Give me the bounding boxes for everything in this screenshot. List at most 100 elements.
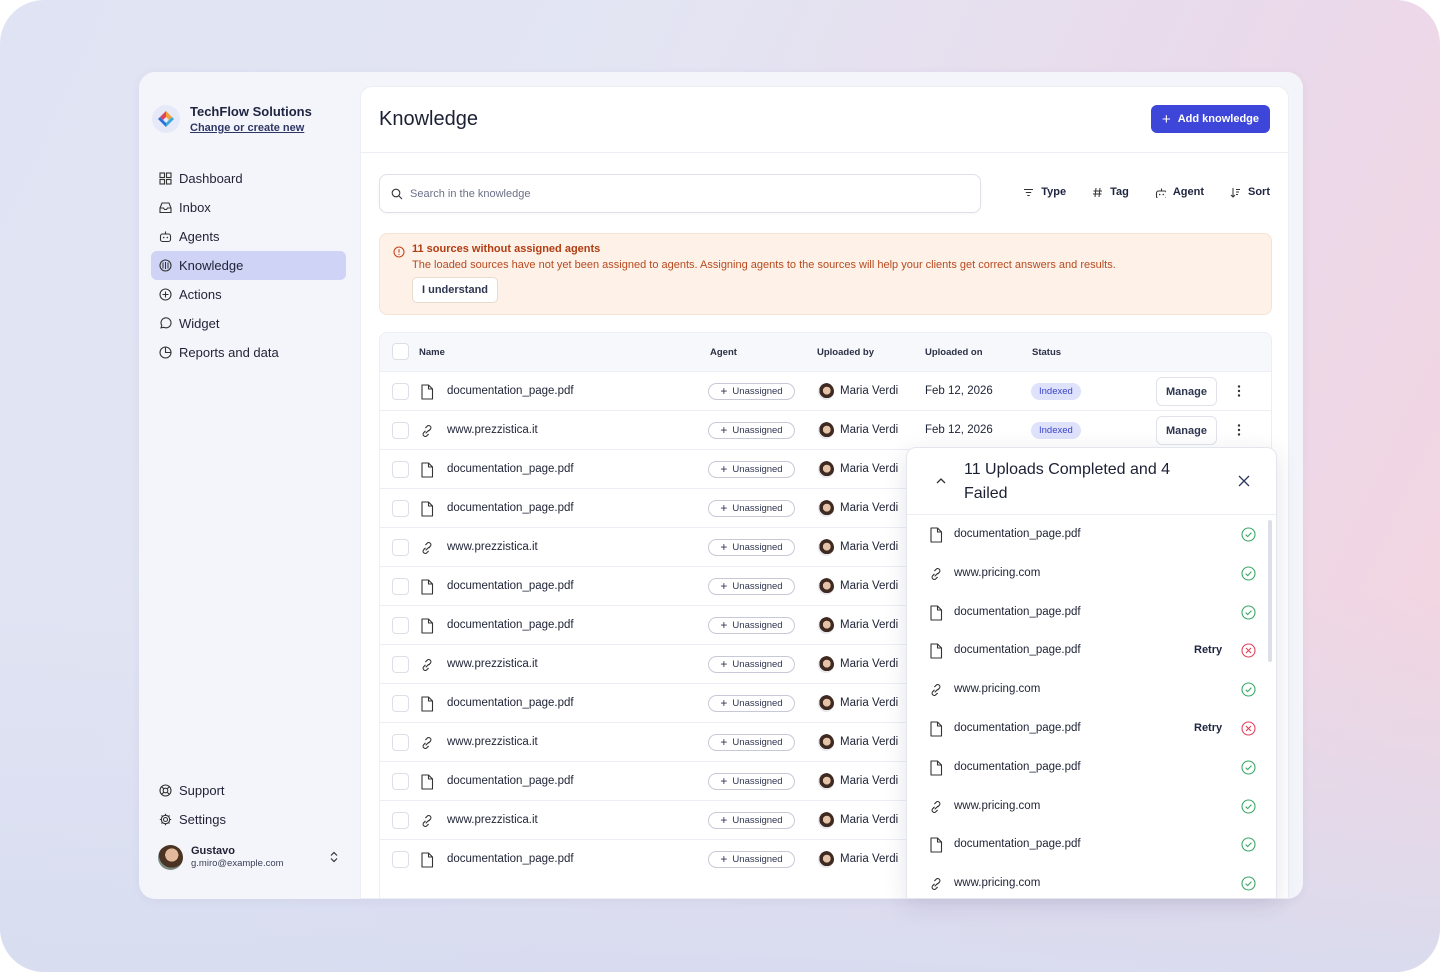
sidebar-item-knowledge[interactable]: Knowledge (151, 251, 346, 280)
filter-tag-button[interactable]: Tag (1092, 186, 1129, 198)
assign-agent-button[interactable]: + Unassigned (708, 383, 795, 400)
sidebar-item-label: Support (179, 783, 225, 798)
row-checkbox[interactable] (392, 695, 409, 712)
page-title: Knowledge (379, 108, 478, 130)
add-knowledge-label: Add knowledge (1177, 113, 1259, 125)
assign-agent-button[interactable]: + Unassigned (708, 500, 795, 517)
source-name: documentation_page.pdf (447, 853, 574, 865)
filter-icon (1024, 188, 1034, 196)
source-name: www.prezzistica.it (447, 814, 538, 826)
uploader-name: Maria Verdi (840, 385, 899, 397)
uploader-name: Maria Verdi (840, 502, 899, 514)
row-checkbox[interactable] (392, 500, 409, 517)
filter-type-button[interactable]: Type (1023, 186, 1066, 198)
add-knowledge-button[interactable]: + Add knowledge (1150, 105, 1270, 133)
plus-icon: + (720, 618, 728, 632)
filter-sort-button[interactable]: Sort (1230, 186, 1270, 198)
status-badge: Indexed (1031, 422, 1081, 439)
table-row[interactable]: documentation_page.pdf + Unassigned Maria V… (380, 449, 1271, 488)
assign-agent-button[interactable]: + Unassigned (708, 773, 795, 790)
uploader-name: Maria Verdi (840, 853, 899, 865)
more-options-icon[interactable] (1236, 384, 1242, 400)
file-icon (929, 527, 943, 543)
uploader-avatar (818, 461, 834, 478)
manage-button[interactable]: Manage (1156, 416, 1217, 445)
i-understand-button[interactable]: I understand (412, 277, 499, 303)
link-icon (929, 682, 943, 698)
assign-agent-button[interactable]: + Unassigned (708, 617, 795, 634)
chevron-up-icon[interactable] (935, 476, 947, 486)
search-input[interactable] (410, 187, 950, 200)
row-checkbox[interactable] (392, 539, 409, 556)
assign-agent-button[interactable]: + Unassigned (708, 734, 795, 751)
row-checkbox[interactable] (392, 773, 409, 790)
assign-agent-button[interactable]: + Unassigned (708, 461, 795, 478)
uploader-avatar (818, 617, 834, 634)
close-icon[interactable] (1238, 475, 1250, 487)
assign-agent-button[interactable]: + Unassigned (708, 812, 795, 829)
row-checkbox[interactable] (392, 422, 409, 439)
sidebar-item-label: Reports and data (179, 345, 279, 360)
filter-label: Type (1041, 186, 1067, 198)
uploads-panel: 11 Uploads Completed and 4 Failed docume… (906, 447, 1277, 899)
uploads-scrollbar[interactable] (1268, 520, 1272, 662)
table-row[interactable]: documentation_page.pdf + Unassigned Maria V… (380, 605, 1271, 644)
table-row[interactable]: documentation_page.pdf + Unassigned Maria V… (380, 488, 1271, 527)
assign-agent-button[interactable]: + Unassigned (708, 422, 795, 439)
source-name: documentation_page.pdf (447, 775, 574, 787)
upload-item: documentation_page.pdf (907, 593, 1276, 632)
sidebar-item-settings[interactable]: Settings (151, 805, 346, 834)
sidebar-nav: Dashboard Inbox Agents Knowledge Actions Widg… (151, 164, 346, 367)
table-row[interactable]: documentation_page.pdf + Unassigned Maria V… (380, 683, 1271, 722)
table-row[interactable]: www.prezzistica.it + Unassigned Maria Verdi (380, 644, 1271, 683)
chevron-up-down-icon[interactable] (329, 851, 339, 863)
table-row[interactable]: documentation_page.pdf + Unassigned Maria V… (380, 761, 1271, 800)
assign-agent-button[interactable]: + Unassigned (708, 851, 795, 868)
filter-label: Tag (1110, 186, 1129, 198)
more-options-icon[interactable] (1236, 423, 1242, 439)
table-row[interactable]: www.prezzistica.it + Unassigned Maria Verdi (380, 800, 1271, 839)
sidebar-item-actions[interactable]: Actions (151, 280, 346, 309)
retry-button[interactable]: Retry (1194, 644, 1223, 657)
table-row[interactable]: www.prezzistica.it + Unassigned Maria Verdi… (380, 410, 1271, 449)
agent-label: Unassigned (732, 854, 783, 865)
user-email: g.miro@example.com (191, 858, 284, 869)
org-switcher[interactable]: TechFlow Solutions Change or create new (152, 104, 312, 134)
row-checkbox[interactable] (392, 578, 409, 595)
upload-item: www.pricing.com (907, 787, 1276, 826)
retry-button[interactable]: Retry (1194, 721, 1223, 734)
row-checkbox[interactable] (392, 812, 409, 829)
sidebar-item-agents[interactable]: Agents (151, 222, 346, 251)
plus-icon: + (720, 462, 728, 476)
sidebar-item-reports-and-data[interactable]: Reports and data (151, 338, 346, 367)
plus-circle-icon (159, 288, 172, 301)
table-row[interactable]: documentation_page.pdf + Unassigned Maria V… (380, 566, 1271, 605)
assign-agent-button[interactable]: + Unassigned (708, 656, 795, 673)
assign-agent-button[interactable]: + Unassigned (708, 539, 795, 556)
row-checkbox[interactable] (392, 383, 409, 400)
row-checkbox[interactable] (392, 851, 409, 868)
sidebar-item-support[interactable]: Support (151, 776, 346, 805)
select-all-checkbox[interactable] (392, 343, 409, 360)
change-org-link[interactable]: Change or create new (190, 122, 305, 134)
table-row[interactable]: documentation_page.pdf + Unassigned Maria V… (380, 839, 1271, 878)
assign-agent-button[interactable]: + Unassigned (708, 578, 795, 595)
upload-date: Feb 12, 2026 (925, 385, 993, 397)
manage-button[interactable]: Manage (1156, 377, 1217, 406)
row-checkbox[interactable] (392, 734, 409, 751)
table-body: documentation_page.pdf + Unassigned Maria V… (380, 371, 1271, 878)
filter-label: Sort (1248, 186, 1270, 198)
table-row[interactable]: www.prezzistica.it + Unassigned Maria Verdi (380, 722, 1271, 761)
row-checkbox[interactable] (392, 656, 409, 673)
user-menu[interactable]: Gustavo g.miro@example.com (158, 842, 343, 872)
filter-agent-button[interactable]: Agent (1155, 186, 1204, 198)
file-icon (929, 721, 943, 737)
sidebar-item-inbox[interactable]: Inbox (151, 193, 346, 222)
table-row[interactable]: www.prezzistica.it + Unassigned Maria Verdi (380, 527, 1271, 566)
row-checkbox[interactable] (392, 617, 409, 634)
sidebar-item-dashboard[interactable]: Dashboard (151, 164, 346, 193)
table-row[interactable]: documentation_page.pdf + Unassigned Maria V… (380, 371, 1271, 410)
row-checkbox[interactable] (392, 461, 409, 478)
assign-agent-button[interactable]: + Unassigned (708, 695, 795, 712)
sidebar-item-widget[interactable]: Widget (151, 309, 346, 338)
